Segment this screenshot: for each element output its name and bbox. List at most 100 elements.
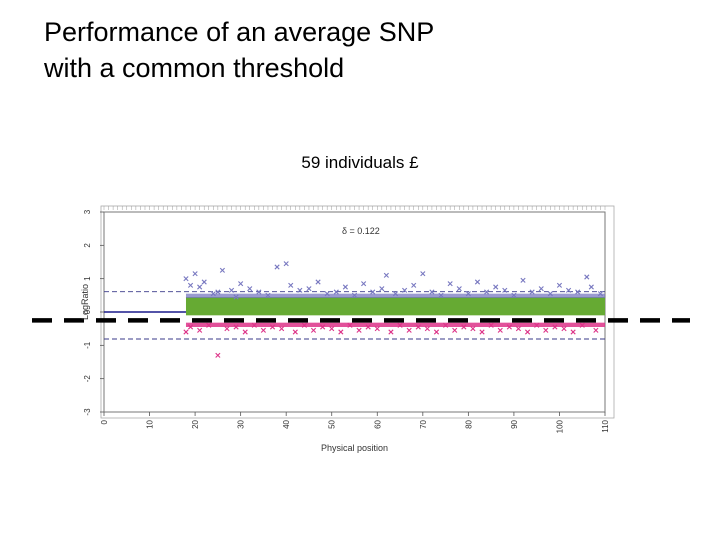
y-tick-label-1: -2 bbox=[83, 375, 92, 383]
x-tick-label-11: 110 bbox=[601, 419, 610, 432]
point-low-25-stroke-b bbox=[415, 324, 421, 330]
point-low-39 bbox=[543, 327, 549, 333]
point-low-32 bbox=[479, 329, 485, 335]
point-high-43 bbox=[529, 289, 535, 295]
point-low-6 bbox=[233, 324, 239, 330]
point-high-36 bbox=[465, 291, 471, 297]
point-high-29 bbox=[402, 287, 408, 293]
point-low-16 bbox=[329, 326, 335, 332]
point-high-5 bbox=[210, 291, 216, 297]
point-low-0 bbox=[183, 329, 189, 335]
point-high-35 bbox=[456, 286, 462, 292]
point-low-16-stroke-b bbox=[329, 326, 335, 332]
point-low-1-stroke-b bbox=[187, 324, 194, 330]
point-low-11-stroke-b bbox=[279, 326, 285, 332]
point-high-4 bbox=[201, 279, 207, 285]
point-low-34-stroke-b bbox=[497, 327, 503, 333]
point-low-5 bbox=[224, 326, 230, 332]
y-tick-label-4: 1 bbox=[83, 276, 92, 281]
delta-annotation: δ = 0.122 bbox=[342, 226, 380, 236]
point-low-38-stroke-b bbox=[534, 322, 540, 328]
point-high-40 bbox=[502, 287, 508, 293]
low-band bbox=[185, 322, 605, 327]
slide-title-line-1: Performance of an average SNP bbox=[44, 17, 435, 47]
point-low-30 bbox=[461, 324, 467, 330]
y-tick-label-0: -3 bbox=[83, 408, 92, 416]
point-high-37 bbox=[474, 279, 481, 285]
point-high-44 bbox=[538, 286, 544, 292]
point-low-31 bbox=[470, 326, 476, 332]
point-low-43 bbox=[579, 322, 585, 328]
point-low-42-stroke-b bbox=[570, 329, 576, 335]
point-low-1 bbox=[187, 324, 194, 330]
point-high-12 bbox=[256, 289, 262, 295]
y-tick-label-3: 0 bbox=[83, 309, 92, 314]
point-high-21 bbox=[333, 289, 339, 295]
point-high-48-stroke-b bbox=[575, 289, 581, 295]
point-low-34 bbox=[497, 327, 503, 333]
x-tick-label-4: 40 bbox=[282, 419, 291, 428]
high-band bbox=[185, 293, 605, 298]
point-high-11 bbox=[247, 286, 253, 292]
point-high-20-stroke-b bbox=[324, 291, 330, 297]
point-low-7-stroke-b bbox=[242, 329, 248, 335]
point-low-19-stroke-b bbox=[356, 327, 362, 333]
point-low-13-stroke-b bbox=[301, 322, 307, 328]
point-high-45 bbox=[547, 291, 553, 297]
point-high-22-stroke-b bbox=[342, 284, 348, 290]
point-high-35-stroke-b bbox=[456, 286, 462, 292]
point-high-13 bbox=[265, 292, 271, 298]
point-high-15 bbox=[283, 261, 289, 267]
point-low-21-stroke-b bbox=[374, 326, 380, 332]
point-high-25 bbox=[370, 289, 376, 295]
point-high-1 bbox=[187, 282, 194, 288]
y-tick-label-2: -1 bbox=[83, 341, 92, 349]
point-low-17-stroke-b bbox=[338, 329, 344, 335]
point-low-15-stroke-b bbox=[320, 324, 326, 330]
point-high-47 bbox=[565, 287, 572, 293]
point-high-49-stroke-b bbox=[584, 274, 590, 280]
point-high-0 bbox=[183, 276, 189, 282]
point-high-17-stroke-b bbox=[297, 287, 303, 293]
point-low-43-stroke-b bbox=[579, 322, 585, 328]
point-low-5-stroke-b bbox=[224, 326, 230, 332]
point-high-31-stroke-b bbox=[420, 271, 426, 277]
point-high-16 bbox=[288, 282, 294, 288]
point-high-2-stroke-b bbox=[192, 271, 198, 277]
point-high-9 bbox=[233, 294, 239, 300]
x-tick-label-8: 80 bbox=[464, 419, 473, 428]
point-low-9 bbox=[260, 327, 266, 333]
x-tick-label-0: 0 bbox=[100, 419, 109, 424]
point-low-38 bbox=[534, 322, 540, 328]
point-high-24 bbox=[361, 281, 367, 287]
point-high-46 bbox=[556, 282, 563, 288]
point-high-19 bbox=[315, 279, 321, 285]
point-low-33 bbox=[488, 322, 494, 328]
point-low-13 bbox=[301, 322, 307, 328]
point-high-51-stroke-b bbox=[597, 291, 604, 297]
x-tick-label-2: 20 bbox=[191, 419, 200, 428]
point-high-21-stroke-b bbox=[333, 289, 339, 295]
point-low-7 bbox=[242, 329, 248, 335]
point-low-23-stroke-b bbox=[397, 322, 403, 328]
point-low-29-stroke-b bbox=[452, 327, 458, 333]
point-low-0-stroke-b bbox=[183, 329, 189, 335]
point-low-20 bbox=[365, 324, 371, 330]
mid-band bbox=[185, 297, 605, 316]
point-high-32-stroke-b bbox=[429, 289, 435, 295]
axes: 0 10 20 30 40 50 60 70 80 90 100 110 -3 -2 -1 0 1 2 3 bbox=[83, 209, 610, 433]
x-tick-label-3: 30 bbox=[237, 419, 246, 428]
point-high-30-stroke-b bbox=[411, 282, 417, 288]
y-tick-label-6: 3 bbox=[83, 209, 92, 214]
point-high-18-stroke-b bbox=[306, 286, 312, 292]
point-low-33-stroke-b bbox=[488, 322, 494, 328]
point-low-32-stroke-b bbox=[479, 329, 485, 335]
data-points bbox=[183, 261, 604, 358]
point-low-24 bbox=[406, 327, 412, 333]
point-low-24-stroke-b bbox=[406, 327, 412, 333]
point-low-28-stroke-b bbox=[443, 322, 449, 328]
point-high-29-stroke-b bbox=[402, 287, 408, 293]
point-low-4 bbox=[215, 352, 221, 358]
chart-subtitle: 59 individuals £ bbox=[301, 153, 419, 172]
point-high-7-stroke-b bbox=[219, 267, 226, 273]
